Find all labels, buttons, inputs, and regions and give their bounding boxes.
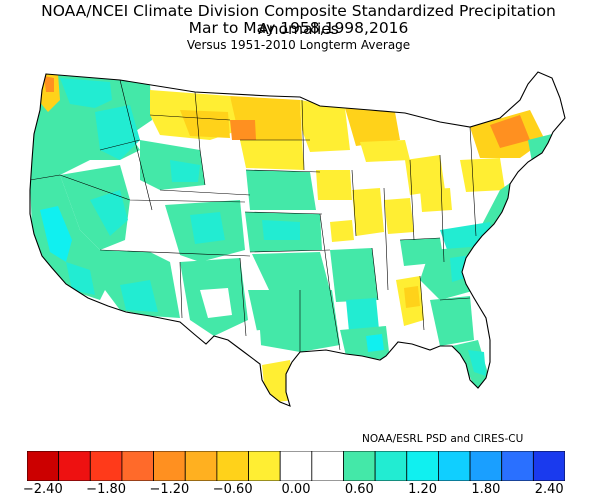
colorbar-swatch	[469, 451, 503, 481]
us-climate-division-map	[29, 71, 566, 407]
map-title: NOAA/NCEI Climate Division Composite Sta…	[41, 2, 556, 38]
colorbar-swatch	[216, 451, 249, 481]
region-south-texas-dry	[262, 360, 294, 402]
region-california-central-wet	[40, 206, 72, 262]
region-colorado-core-wet	[190, 212, 225, 244]
region-arkansas-wet	[330, 248, 378, 302]
colorbar-tick-label: 0.60	[344, 482, 374, 497]
colorbar-tick-label: −2.40	[22, 482, 63, 497]
region-missouri-dry	[330, 220, 354, 242]
region-idaho-wet	[95, 105, 140, 160]
region-georgia-wet	[430, 296, 474, 346]
region-michigan-dry	[405, 155, 445, 195]
region-arizona-south-wet	[120, 280, 158, 312]
region-texas-wet	[248, 290, 340, 352]
anomaly-regions	[30, 72, 556, 402]
colorbar-swatch	[532, 451, 565, 481]
region-wa-interior-wet	[60, 78, 112, 108]
division-boundaries	[30, 79, 477, 352]
region-california-south-wet	[66, 262, 95, 295]
region-illinois-dry	[352, 188, 384, 236]
colorbar-tick-label: 1.20	[408, 482, 438, 497]
colorbar	[27, 451, 565, 481]
region-oklahoma-wet	[252, 252, 330, 292]
colorbar-swatch	[121, 451, 154, 481]
region-gulf-coast-wet	[366, 334, 384, 352]
map-subtitle-season: Mar to May 1958,1998,2016	[188, 19, 409, 37]
colorbar-swatch	[343, 451, 376, 481]
region-ny-core-dry-strong	[490, 115, 530, 148]
colorbar-swatch	[153, 451, 186, 481]
colorbar-tick-label: −1.20	[149, 482, 190, 497]
region-alabama-core-dry	[404, 286, 420, 308]
colorbar-tick-label: 0.00	[281, 482, 311, 497]
colorbar-swatch	[248, 451, 281, 481]
region-iowa-dry	[316, 170, 352, 200]
colorbar-swatch	[279, 451, 313, 481]
region-south-dakota-dry	[240, 140, 304, 170]
region-kansas-core-wet	[262, 220, 300, 240]
colorbar-swatch	[311, 451, 344, 481]
region-nebraska-wet	[246, 170, 316, 210]
colorbar-swatch	[27, 451, 60, 481]
region-ohio-dry	[420, 188, 452, 212]
region-montana-central-dry	[180, 110, 230, 138]
region-utah-neutral	[130, 210, 170, 250]
colorbar-tick-labels: −2.40 −1.80 −1.20 −0.60 0.00 0.60 1.20 1.80 2.40	[0, 482, 597, 498]
map-subtitle-baseline: Versus 1951-2010 Longterm Average	[186, 38, 411, 52]
region-minnesota-dry	[300, 100, 350, 152]
region-new-mexico-neutral	[200, 288, 232, 318]
region-great-basin-wet	[90, 190, 128, 236]
region-nd-core-dry-strong	[230, 120, 256, 140]
region-kentucky-wet	[400, 238, 444, 266]
region-upper-michigan-dry	[360, 140, 410, 162]
colorbar-swatch	[89, 451, 123, 481]
credit-label: NOAA/ESRL PSD and CIRES-CU	[362, 433, 524, 445]
colorbar-tick-label: −1.80	[86, 482, 127, 497]
colorbar-tick-label: −0.60	[212, 482, 253, 497]
colorbar-swatch	[374, 451, 408, 481]
region-wyoming-core-wet	[170, 160, 200, 182]
region-pennsylvania-dry	[460, 158, 505, 192]
region-upper-midwest-dry	[345, 108, 400, 146]
colorbar-swatch	[58, 451, 91, 481]
region-indiana-dry	[384, 198, 414, 234]
colorbar-swatch	[438, 451, 471, 481]
region-wa-coast-dry-strong	[44, 76, 54, 92]
region-texas-neutral	[218, 330, 262, 360]
colorbar-tick-label: 2.40	[534, 482, 564, 497]
colorbar-swatch	[184, 451, 218, 481]
colorbar-swatch	[406, 451, 439, 481]
colorbar-swatch	[501, 451, 534, 481]
colorbar-tick-label: 1.80	[471, 482, 501, 497]
region-florida-core-wet	[468, 350, 486, 376]
region-louisiana-wet	[340, 326, 390, 360]
